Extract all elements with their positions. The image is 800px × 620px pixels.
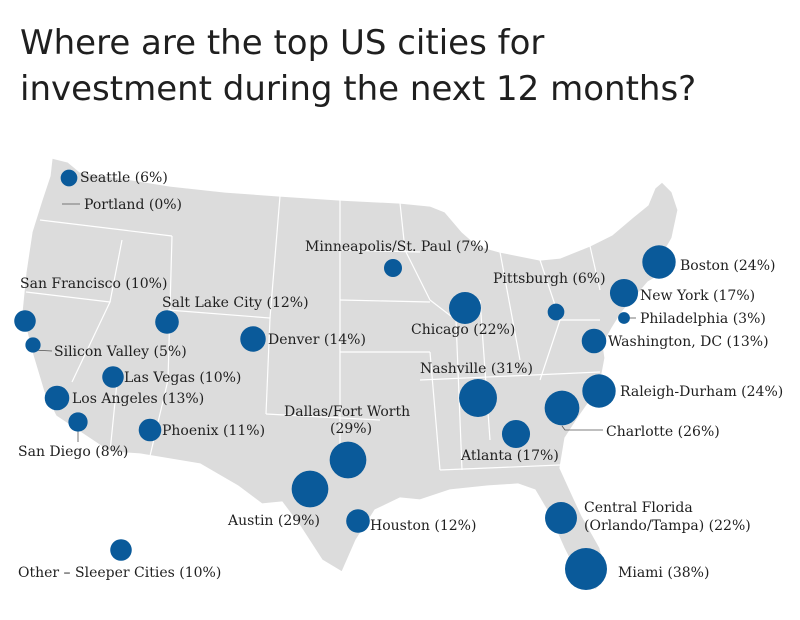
label-atlanta-17: Atlanta (17%) [460, 448, 559, 464]
label-philadelphia-3: Philadelphia (3%) [640, 311, 766, 327]
label-salt-lake-city-12: Salt Lake City (12%) [162, 295, 309, 311]
label-las-vegas-10: Las Vegas (10%) [124, 370, 241, 386]
bubble-san-diego-8 [68, 412, 88, 432]
bubble-chicago-22 [449, 292, 481, 324]
bubble-miami-38 [565, 548, 607, 590]
label-phoenix-11: Phoenix (11%) [162, 423, 265, 439]
bubble-atlanta-17 [501, 419, 531, 449]
label-dallas-fort-worth-29: Dallas/Fort Worth (29%) [284, 404, 410, 437]
label-san-diego-8: San Diego (8%) [18, 444, 128, 460]
us-map-shape [21, 157, 679, 591]
bubble-new-york-17 [609, 278, 639, 308]
label-san-francisco-10: San Francisco (10%) [20, 276, 167, 292]
bubble-charlotte-26 [544, 390, 580, 426]
label-seattle-6: Seattle (6%) [80, 170, 168, 186]
label-silicon-valley-5: Silicon Valley (5%) [54, 344, 187, 360]
label-washington-dc-13: Washington, DC (13%) [608, 334, 769, 350]
bubble-seattle-6 [60, 169, 78, 187]
bubble-other-sleeper-cities-10 [110, 539, 132, 561]
bubble-phoenix-11 [138, 418, 162, 442]
label-houston-12: Houston (12%) [370, 518, 476, 534]
bubble-pittsburgh-6 [547, 303, 565, 321]
bubble-boston-24 [642, 245, 676, 279]
label-raleigh-durham-24: Raleigh-Durham (24%) [620, 384, 783, 400]
chart-title-line-2: investment during the next 12 months? [20, 69, 697, 109]
bubble-los-angeles-13 [44, 385, 70, 411]
label-other-sleeper-cities-10: Other – Sleeper Cities (10%) [18, 565, 221, 581]
label-miami-38: Miami (38%) [618, 565, 709, 581]
bubble-philadelphia-3 [618, 312, 630, 324]
leader-line-charlotte-26 [561, 425, 603, 431]
bubble-san-francisco-10 [14, 310, 36, 332]
label-boston-24: Boston (24%) [680, 258, 775, 274]
bubble-denver-14 [240, 326, 266, 352]
label-pittsburgh-6: Pittsburgh (6%) [493, 271, 606, 287]
bubble-nashville-31 [459, 379, 497, 417]
bubble-central-florida-orlando-tampa-22 [545, 502, 577, 534]
label-minneapolis-st-paul-7: Minneapolis/St. Paul (7%) [305, 239, 489, 255]
bubble-raleigh-durham-24 [582, 374, 616, 408]
label-central-florida-orlando-tampa-22: Central Florida (Orlando/Tampa) (22%) [584, 500, 751, 534]
label-los-angeles-13: Los Angeles (13%) [72, 391, 204, 407]
chart-title: Where are the top US cities for investme… [20, 20, 790, 112]
label-new-york-17: New York (17%) [640, 288, 755, 304]
bubble-silicon-valley-5 [25, 337, 41, 353]
chart-title-line-1: Where are the top US cities for [20, 23, 545, 63]
bubble-dallas-fort-worth-29 [329, 441, 367, 479]
label-charlotte-26: Charlotte (26%) [606, 424, 720, 440]
bubble-las-vegas-10 [102, 366, 124, 388]
label-austin-29: Austin (29%) [227, 513, 320, 529]
bubble-houston-12 [346, 509, 370, 533]
bubble-salt-lake-city-12 [155, 310, 179, 334]
label-nashville-31: Nashville (31%) [420, 361, 533, 377]
bubble-austin-29 [291, 470, 329, 508]
bubble-minneapolis-st-paul-7 [383, 258, 403, 278]
label-portland-0: Portland (0%) [84, 197, 182, 213]
label-chicago-22: Chicago (22%) [411, 322, 515, 338]
bubble-washington-dc-13 [581, 328, 607, 354]
label-denver-14: Denver (14%) [268, 332, 366, 348]
